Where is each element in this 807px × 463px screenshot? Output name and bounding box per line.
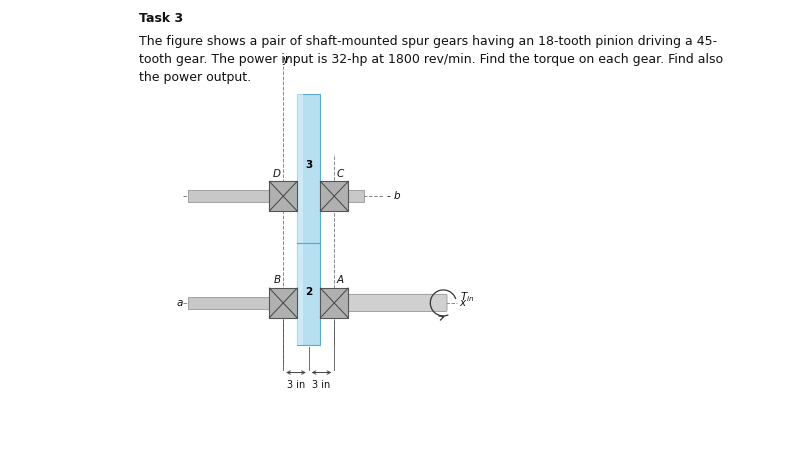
Text: x: x [459, 297, 466, 307]
FancyBboxPatch shape [320, 288, 348, 318]
Text: a: a [176, 297, 182, 307]
FancyBboxPatch shape [297, 95, 303, 345]
Text: 2: 2 [305, 287, 312, 297]
FancyBboxPatch shape [297, 95, 320, 345]
Text: A: A [337, 275, 344, 285]
FancyBboxPatch shape [188, 191, 365, 203]
Text: y: y [282, 55, 288, 65]
FancyBboxPatch shape [347, 294, 447, 312]
Text: - b: - b [387, 190, 400, 200]
Text: B: B [274, 275, 281, 285]
Text: $T_{in}$: $T_{in}$ [460, 289, 475, 303]
FancyBboxPatch shape [188, 297, 439, 309]
Text: 3 in: 3 in [286, 380, 305, 390]
Text: Task 3: Task 3 [140, 12, 183, 25]
Text: The figure shows a pair of shaft-mounted spur gears having an 18-tooth pinion dr: The figure shows a pair of shaft-mounted… [140, 35, 724, 84]
Text: D: D [273, 168, 281, 178]
Text: 3 in: 3 in [312, 380, 331, 390]
Text: 3: 3 [305, 159, 312, 169]
FancyBboxPatch shape [320, 182, 348, 212]
FancyBboxPatch shape [270, 288, 297, 318]
Text: C: C [337, 168, 344, 178]
FancyBboxPatch shape [270, 182, 297, 212]
